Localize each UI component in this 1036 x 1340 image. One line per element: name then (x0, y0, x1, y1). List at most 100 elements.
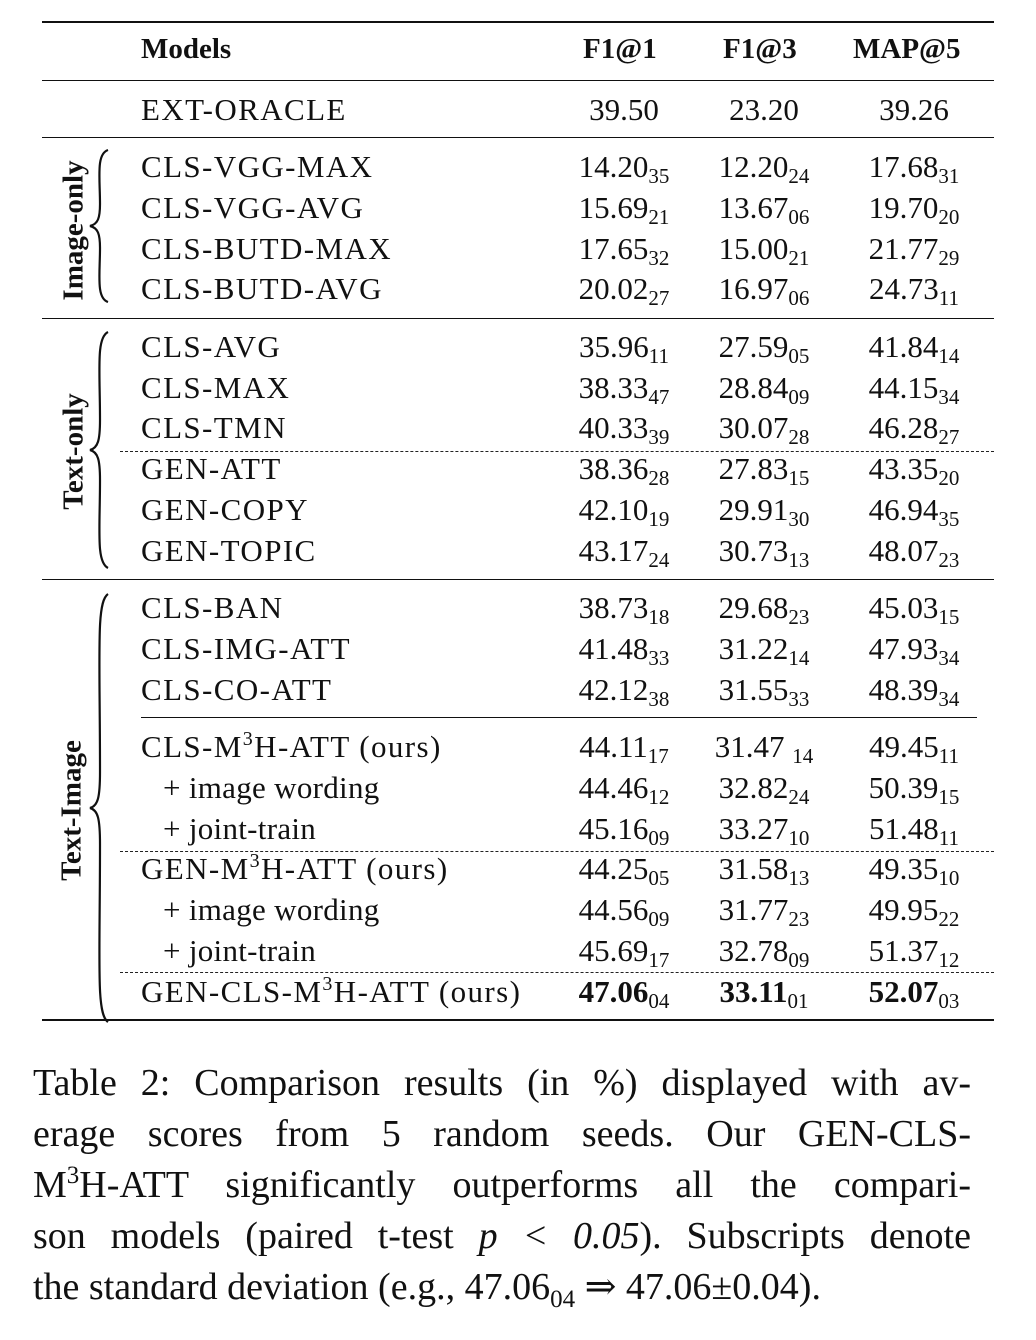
score-mean: 27.83 (718, 451, 789, 486)
table-row: CLS-VGG-MAX 14.2035 12.2024 17.6831 (0, 149, 1036, 189)
score-f1-3: 30.7313 (699, 533, 829, 571)
caption-line-4-post: ). Subscripts denote (639, 1215, 971, 1257)
score-std-subscript: 18 (648, 605, 670, 629)
score-mean: 48.07 (868, 533, 939, 568)
score-std-subscript: 28 (788, 425, 810, 449)
score-mean: 30.07 (718, 410, 789, 445)
score-mean: 52.07 (868, 974, 939, 1009)
score-std-subscript: 12 (938, 948, 960, 972)
table-caption: Table 2: Comparison results (in %) displ… (33, 1058, 971, 1313)
model-name-superscript: 3 (242, 728, 255, 750)
score-std-subscript: 17 (647, 744, 669, 768)
table-row: CLS-MAX 38.3347 28.8409 44.1534 (0, 370, 1036, 410)
score-std-subscript: 23 (938, 548, 960, 572)
header-models: Models (141, 33, 232, 65)
score-std-subscript: 12 (648, 785, 670, 809)
score-map-5: 48.3934 (849, 672, 979, 710)
score-mean: 29.91 (718, 492, 789, 527)
score-f1-3: 29.9130 (699, 492, 829, 530)
score-f1-1: 47.0604 (559, 974, 689, 1012)
score-f1-1: 38.3628 (559, 451, 689, 489)
cls-ours-rule (141, 717, 977, 719)
score-mean: 27.59 (718, 329, 789, 364)
score-std-subscript: 38 (648, 687, 670, 711)
score-mean: 29.68 (718, 590, 789, 625)
score-f1-3: 33.1101 (699, 974, 829, 1012)
score-mean: 32.82 (718, 770, 789, 805)
caption-line-4: son models (paired t-test p < 0.05). Sub… (33, 1211, 971, 1262)
score-mean: 44.15 (868, 370, 939, 405)
score-std-subscript: 35 (938, 507, 960, 531)
table-row: CLS-BUTD-AVG 20.0227 16.9706 24.7311 (0, 271, 1036, 311)
score-mean: 31.58 (718, 851, 789, 886)
score-map-5: 51.3712 (849, 933, 979, 972)
score-std-subscript: 24 (788, 164, 810, 188)
score-map-5: 41.8414 (849, 329, 979, 367)
score-std-subscript: 06 (788, 205, 810, 229)
score-f1-1: 43.1724 (559, 533, 689, 571)
score-f1-3: 27.5905 (699, 329, 829, 367)
score-std-subscript: 32 (648, 246, 670, 270)
header-map-at-5: MAP@5 (853, 33, 961, 65)
table-row: + image wording 44.5609 31.7723 49.9522 (0, 892, 1036, 932)
score-std-subscript: 05 (648, 866, 670, 890)
score-std-subscript: 23 (788, 605, 810, 629)
score-f1-1: 44.1117 (559, 729, 689, 768)
model-name: CLS-MAX (141, 370, 291, 405)
score-mean: 47.06 (578, 974, 649, 1009)
score-mean: 31.47 (714, 729, 793, 764)
score-f1-3: 30.0728 (699, 410, 829, 449)
score-mean: 19.70 (868, 190, 939, 225)
table-row: CLS-AVG 35.9611 27.5905 41.8414 (0, 329, 1036, 369)
score-map-5: 49.3510 (849, 851, 979, 890)
score-mean: 49.35 (868, 851, 939, 886)
model-name: CLS-IMG-ATT (141, 631, 351, 666)
score-f1-3: 12.2024 (699, 149, 829, 188)
model-name: CLS-BUTD-MAX (141, 231, 393, 266)
score-mean: 15.00 (718, 231, 789, 266)
score-std-subscript: 11 (938, 286, 959, 310)
model-name: CLS-AVG (141, 329, 282, 364)
score-f1-1: 35.9611 (559, 329, 689, 367)
score-f1-1: 41.4833 (559, 631, 689, 669)
score-mean: 15.69 (578, 190, 649, 225)
score-f1-1: 44.4612 (559, 770, 689, 809)
header-f1-at-1: F1@1 (583, 33, 657, 65)
score-std-subscript: 27 (938, 425, 960, 449)
score-std-subscript: 09 (648, 907, 670, 931)
score-f1-3: 31.5533 (699, 672, 829, 710)
score-mean: 39.26 (879, 92, 949, 127)
text-only-rule (42, 579, 994, 581)
score-mean: 30.73 (718, 533, 789, 568)
header-rule (42, 80, 994, 82)
score-mean: 44.11 (579, 729, 648, 764)
model-name: GEN-TOPIC (141, 533, 317, 568)
model-name-prefix: CLS-M (141, 729, 243, 764)
caption-line-5-pre: the standard deviation (e.g., 47.06 (33, 1266, 551, 1308)
score-std-subscript: 14 (788, 646, 810, 670)
score-f1-3: 31.47 14 (699, 729, 829, 767)
score-map-5: 45.0315 (849, 590, 979, 628)
table-row: CLS-BUTD-MAX 17.6532 15.0021 21.7729 (0, 231, 1036, 271)
score-map-5: 39.26 (849, 92, 979, 128)
score-mean: 44.56 (578, 892, 649, 927)
score-f1-3: 31.2214 (699, 631, 829, 670)
score-map-5: 49.9522 (849, 892, 979, 931)
model-name-superscript: 3 (322, 973, 334, 995)
score-std-subscript: 31 (938, 164, 960, 188)
model-name-prefix: GEN-M (141, 851, 250, 886)
table-row: CLS-M3H-ATT (ours) 44.1117 31.47 14 49.4511 (0, 729, 1036, 769)
score-mean: 49.45 (869, 729, 939, 764)
score-std-subscript: 10 (938, 866, 960, 890)
score-std-subscript: 21 (788, 246, 810, 270)
score-std-subscript: 34 (938, 385, 960, 409)
score-mean: 17.65 (578, 231, 649, 266)
score-f1-1: 39.50 (559, 92, 689, 128)
model-name: CLS-BUTD-AVG (141, 271, 383, 306)
score-f1-3: 15.0021 (699, 231, 829, 270)
model-name: CLS-TMN (141, 410, 287, 445)
score-mean: 38.33 (578, 370, 649, 405)
score-std-subscript: 22 (938, 907, 960, 931)
score-mean: 13.67 (718, 190, 789, 225)
